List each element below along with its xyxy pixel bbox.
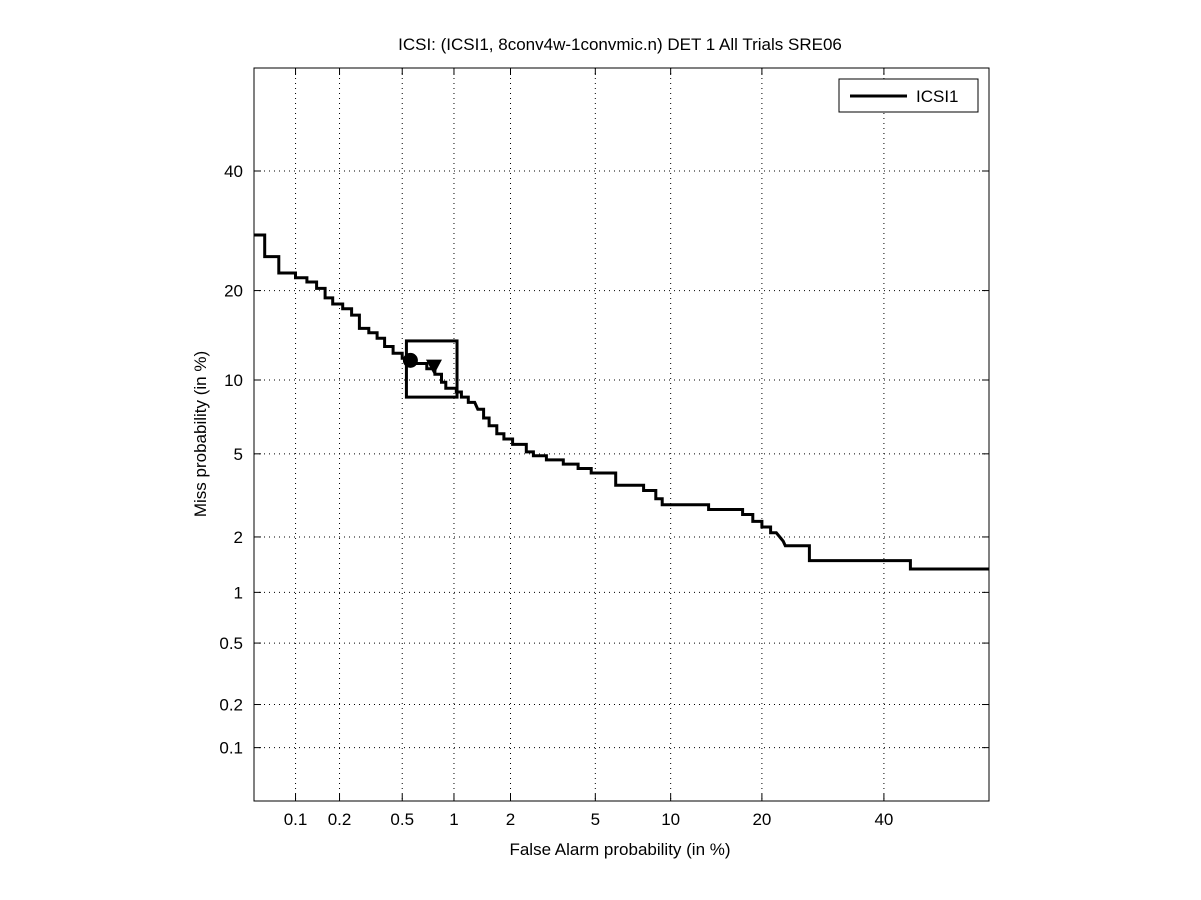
x-tick-label: 40	[874, 810, 893, 829]
x-tick-label: 1	[449, 810, 458, 829]
y-tick-label: 10	[224, 371, 243, 390]
x-tick-labels: 0.1 0.2 0.5 1 2 5 10 20 40	[284, 810, 894, 829]
y-tick-label: 0.5	[219, 634, 243, 653]
y-tick-label: 2	[234, 528, 243, 547]
legend-label-icsi1: ICSI1	[916, 87, 959, 106]
y-axis-label: Miss probability (in %)	[191, 351, 210, 517]
plot-frame	[253, 67, 990, 802]
triangle-marker	[425, 359, 442, 375]
x-tick-label: 0.1	[284, 810, 308, 829]
y-tick-label: 1	[234, 583, 243, 602]
grid-lines	[254, 68, 989, 801]
x-tick-label: 0.5	[390, 810, 414, 829]
y-tick-label: 5	[234, 445, 243, 464]
operating-point-box	[404, 339, 459, 399]
series-line-icsi1	[254, 233, 989, 571]
chart-title: ICSI: (ICSI1, 8conv4w-1convmic.n) DET 1 …	[398, 35, 842, 54]
y-tick-label: 40	[224, 162, 243, 181]
x-tick-label: 2	[506, 810, 515, 829]
x-tick-label: 20	[752, 810, 771, 829]
x-axis-label: False Alarm probability (in %)	[509, 840, 730, 859]
x-tick-label: 5	[591, 810, 600, 829]
y-tick-labels: 0.1 0.2 0.5 1 2 5 10 20 40	[219, 162, 243, 758]
y-tick-label: 20	[224, 282, 243, 301]
plot-axes	[253, 67, 990, 802]
annotation-layer	[402, 339, 459, 399]
legend: ICSI1	[838, 78, 979, 113]
series-layer	[254, 233, 989, 571]
y-tick-label: 0.2	[219, 696, 243, 715]
y-tick-label: 0.1	[219, 739, 243, 758]
x-tick-label: 10	[661, 810, 680, 829]
x-tick-label: 0.2	[328, 810, 352, 829]
circle-marker	[402, 352, 418, 368]
